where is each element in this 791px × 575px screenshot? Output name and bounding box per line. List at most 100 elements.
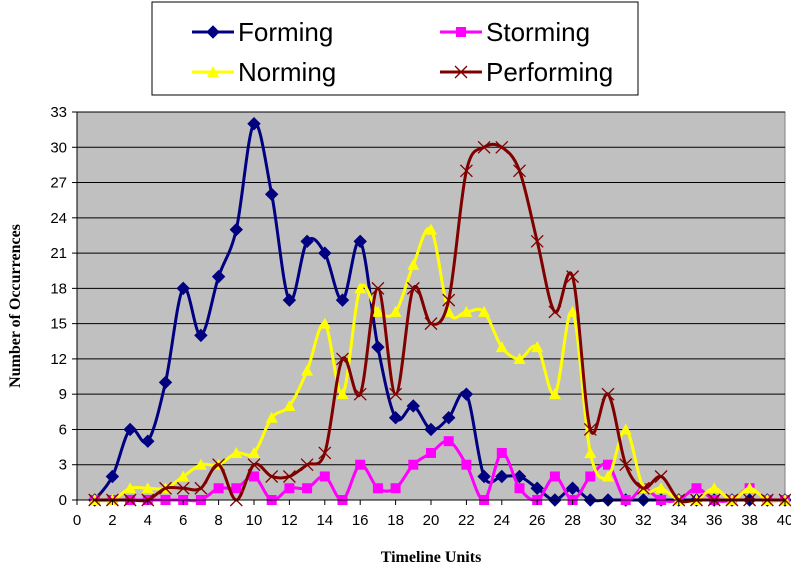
data-point-forming [459,387,474,401]
data-point-storming [213,483,224,494]
data-point-performing [619,458,633,472]
series-line-storming [94,439,786,503]
x-tick-label: 32 [635,512,652,529]
data-point-forming [335,293,350,307]
data-point-performing [406,281,420,295]
x-tick-label: 30 [600,512,617,529]
legend-item-norming: Norming [192,57,336,87]
data-point-forming [477,469,491,484]
data-point-norming [318,317,331,329]
data-point-forming [141,434,155,448]
legend-marker-performing [454,65,468,79]
data-point-performing [282,470,296,483]
legend-label-performing: Performing [486,57,613,87]
data-point-norming [655,482,668,494]
data-point-norming [495,341,508,353]
data-point-storming [355,459,366,470]
data-point-norming [619,423,632,435]
data-point-performing [548,305,562,319]
x-tick-label: 40 [777,512,791,529]
legend-box [151,1,639,96]
data-point-storming [408,459,419,470]
data-point-storming [319,471,330,482]
x-tick-label: 10 [246,512,263,529]
data-point-norming [265,411,278,423]
x-tick-label: 24 [493,512,510,529]
data-point-norming [283,399,296,411]
x-tick-label: 2 [108,512,116,529]
data-point-performing [389,387,403,401]
data-point-norming [301,364,314,376]
data-point-storming [249,471,259,482]
data-point-storming [549,471,560,482]
data-point-forming [371,340,385,354]
data-point-storming [585,471,596,482]
y-tick-label: 18 [50,280,67,297]
data-point-performing [212,458,226,472]
x-tick-label: 8 [214,512,222,529]
y-tick-label: 12 [50,351,67,368]
x-tick-label: 12 [281,512,298,529]
x-tick-label: 26 [529,512,546,529]
data-point-norming [177,470,190,482]
data-point-norming [584,446,597,458]
data-point-storming [496,447,507,458]
data-point-performing [636,481,650,495]
data-point-storming [372,483,383,494]
data-point-norming [478,305,491,317]
data-point-performing [601,387,615,401]
data-point-norming [389,305,402,317]
legend-marker-forming [206,25,220,39]
data-point-storming [461,459,472,470]
y-tick-label: 15 [50,316,67,333]
data-point-norming [425,223,437,235]
y-tick-label: 33 [50,104,67,121]
data-point-norming [513,352,526,364]
x-tick-label: 36 [706,512,723,529]
x-tick-label: 0 [73,512,81,529]
data-point-performing [459,164,473,178]
y-tick-label: 30 [50,139,67,156]
data-point-forming [300,234,314,249]
data-point-performing [159,481,172,495]
data-point-norming [460,305,473,317]
data-point-forming [318,246,332,260]
data-point-storming [443,436,454,447]
data-point-forming [282,293,297,307]
data-point-performing [566,270,580,284]
data-point-storming [284,483,295,494]
y-tick-label: 27 [50,175,67,192]
y-tick-label: 0 [59,492,67,509]
data-point-storming [691,483,702,494]
data-point-forming [441,410,456,425]
data-point-forming [388,410,403,425]
y-tick-label: 3 [59,457,67,474]
x-tick-label: 22 [458,512,475,529]
data-point-performing [318,446,332,460]
data-point-forming [424,422,438,437]
data-point-storming [603,459,613,470]
data-point-performing [583,422,597,436]
data-point-forming [176,281,190,296]
x-tick-labels: 0 2 4 6 8 10 12 14 16 18 20 22 24 26 28 30 32 34 36 38 40 [73,500,791,529]
y-axis-title: Number of Occurrences [7,224,24,388]
y-tick-label: 9 [59,386,67,403]
plot-area [76,111,786,501]
data-point-forming [565,481,580,495]
data-point-performing [530,234,544,248]
data-point-forming [211,269,226,284]
x-tick-label: 20 [423,512,440,529]
legend-item-forming: Forming [192,17,333,47]
y-tick-label: 21 [50,245,67,262]
data-point-performing [477,140,491,154]
data-point-storming [426,447,436,458]
y-tick-labels: 0 3 6 9 12 15 18 21 24 27 30 33 [50,104,77,509]
legend-item-storming: Storming [440,17,590,47]
series-performing [88,140,791,507]
legend-label-norming: Norming [238,57,336,87]
x-tick-label: 4 [144,512,152,529]
data-point-performing [371,281,385,295]
data-point-norming [602,470,614,482]
data-point-forming [123,422,137,437]
data-point-storming [390,483,401,494]
